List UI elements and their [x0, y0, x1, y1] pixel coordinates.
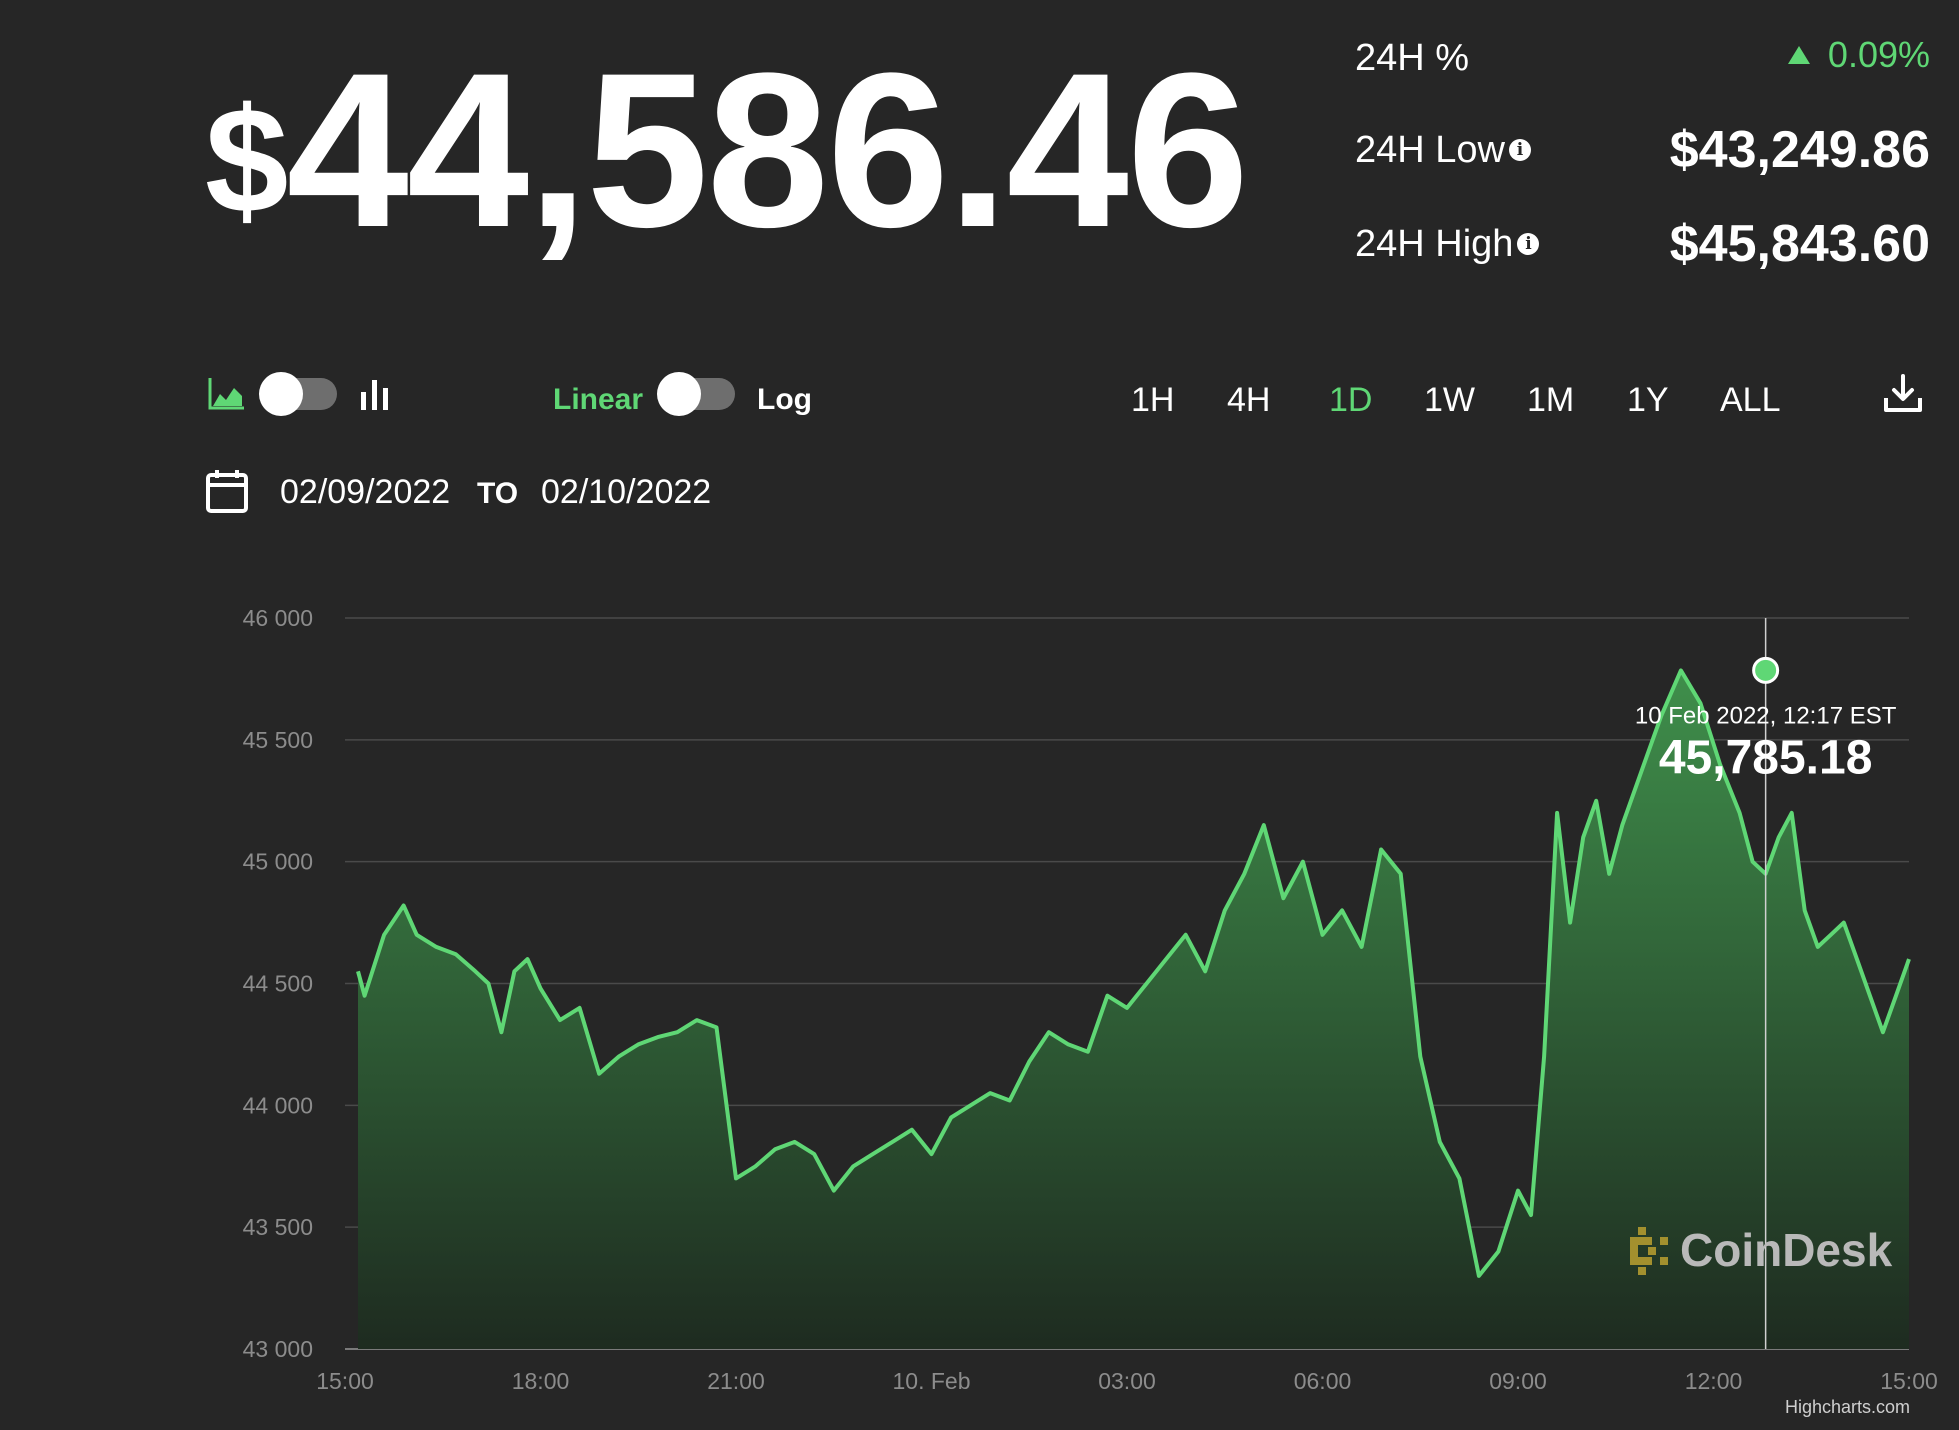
info-circle-icon[interactable]: i [1508, 139, 1531, 161]
x-axis-labels: 15:00 18:00 21:00 10. Feb 03:00 06:00 09:00 12:… [316, 1368, 1938, 1394]
scale-toggle[interactable] [657, 372, 735, 416]
chart-controls: Linear Log 1H 4H 1D 1W 1M 1Y ALL [0, 360, 1959, 440]
area-chart-icon[interactable] [208, 376, 246, 410]
log-label[interactable]: Log [757, 383, 812, 416]
calendar-icon[interactable] [205, 468, 249, 514]
toggle-knob [657, 372, 701, 416]
range-4h-button[interactable]: 4H [1227, 381, 1271, 419]
date-to-input[interactable]: 02/10/2022 [541, 473, 712, 511]
tooltip-date: 10 Feb 2022, 12:17 EST [1635, 702, 1897, 729]
hover-point[interactable] [1752, 656, 1780, 684]
range-1w-button[interactable]: 1W [1424, 381, 1475, 419]
range-1m-button[interactable]: 1M [1527, 381, 1575, 419]
y-tick-label: 46 000 [243, 605, 313, 631]
range-all-button[interactable]: ALL [1720, 381, 1781, 419]
x-tick-label: 21:00 [707, 1368, 765, 1394]
low-label-wrap: 24H Low i [1355, 122, 1531, 178]
coindesk-logo: CoinDesk [1630, 1224, 1893, 1276]
price-value: 44,586.46 [286, 27, 1249, 273]
toggle-knob [259, 372, 303, 416]
x-tick-label: 10. Feb [893, 1368, 971, 1394]
range-1d-button[interactable]: 1D [1329, 381, 1373, 419]
x-tick-label: 15:00 [1880, 1368, 1938, 1394]
stat-24h-high: 24H High i $45,843.60 [1355, 216, 1930, 276]
price-area [358, 670, 1909, 1349]
y-tick-label: 43 000 [243, 1336, 313, 1362]
change-value-wrap: 0.09% [1787, 30, 1930, 80]
high-value: $45,843.60 [1669, 215, 1930, 273]
y-tick-label: 45 500 [243, 727, 313, 753]
chart-type-toggle[interactable] [259, 372, 337, 416]
price-chart[interactable]: 43 000 43 500 44 000 44 500 45 000 45 500 46 0… [0, 560, 1959, 1430]
high-label: 24H High [1355, 223, 1514, 265]
x-tick-label: 12:00 [1685, 1368, 1743, 1394]
stat-24h-change: 24H % 0.09% [1355, 30, 1930, 90]
y-tick-label: 45 000 [243, 849, 313, 875]
brand-name: CoinDesk [1680, 1224, 1893, 1276]
range-1h-button[interactable]: 1H [1131, 381, 1175, 419]
tooltip-value: 45,785.18 [1659, 731, 1873, 784]
date-range: 02/09/2022 TO 02/10/2022 [205, 462, 805, 522]
x-tick-label: 15:00 [316, 1368, 374, 1394]
y-tick-label: 44 500 [243, 971, 313, 997]
date-from-input[interactable]: 02/09/2022 [280, 473, 451, 511]
low-value: $43,249.86 [1669, 121, 1930, 179]
up-triangle-icon [1787, 46, 1810, 64]
highcharts-credits[interactable]: Highcharts.com [1785, 1397, 1910, 1417]
change-label: 24H % [1355, 37, 1470, 79]
price-line[interactable] [356, 668, 1911, 1278]
x-tick-label: 18:00 [512, 1368, 570, 1394]
low-label: 24H Low [1355, 129, 1505, 171]
y-tick-label: 44 000 [243, 1092, 313, 1118]
currency-symbol: $ [205, 76, 288, 244]
change-value: 0.09% [1827, 34, 1930, 75]
candlestick-icon[interactable] [358, 376, 392, 412]
x-tick-label: 06:00 [1294, 1368, 1352, 1394]
info-circle-icon[interactable]: i [1517, 233, 1540, 255]
coindesk-mark-icon [1630, 1227, 1668, 1275]
stat-24h-low: 24H Low i $43,249.86 [1355, 122, 1930, 182]
x-tick-label: 03:00 [1098, 1368, 1156, 1394]
y-tick-label: 43 500 [243, 1214, 313, 1240]
y-axis-labels: 43 000 43 500 44 000 44 500 45 000 45 500 46 0… [243, 605, 313, 1362]
high-label-wrap: 24H High i [1355, 216, 1540, 272]
download-icon[interactable] [1882, 372, 1924, 414]
range-1y-button[interactable]: 1Y [1627, 381, 1669, 419]
date-to-label: TO [477, 477, 519, 510]
current-price: $ 44,586.46 [205, 27, 1249, 273]
x-tick-label: 09:00 [1489, 1368, 1547, 1394]
linear-label[interactable]: Linear [553, 383, 644, 416]
